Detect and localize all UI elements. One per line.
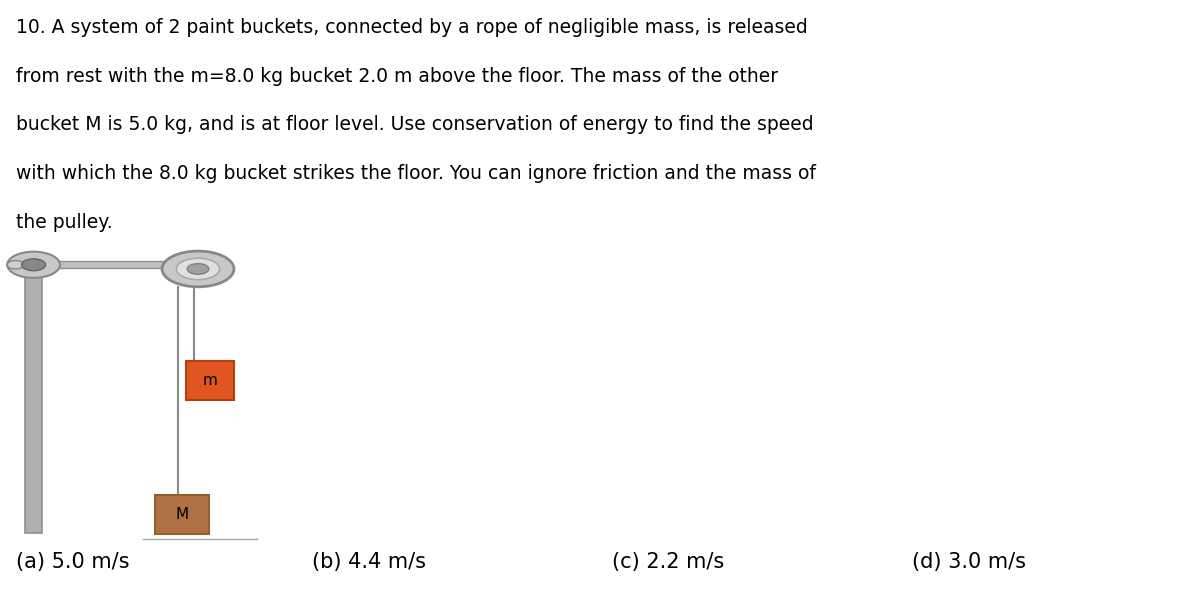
Text: M: M xyxy=(176,507,188,522)
Circle shape xyxy=(22,259,46,271)
FancyBboxPatch shape xyxy=(25,259,42,533)
Text: the pulley.: the pulley. xyxy=(16,213,113,232)
FancyBboxPatch shape xyxy=(156,495,209,534)
Circle shape xyxy=(162,251,234,287)
Text: with which the 8.0 kg bucket strikes the floor. You can ignore friction and the : with which the 8.0 kg bucket strikes the… xyxy=(16,164,816,183)
Text: (b) 4.4 m/s: (b) 4.4 m/s xyxy=(312,552,426,572)
Circle shape xyxy=(176,258,220,280)
Circle shape xyxy=(7,261,24,269)
Text: 10. A system of 2 paint buckets, connected by a rope of negligible mass, is rele: 10. A system of 2 paint buckets, connect… xyxy=(16,18,808,37)
Circle shape xyxy=(7,252,60,278)
Text: (c) 2.2 m/s: (c) 2.2 m/s xyxy=(612,552,725,572)
FancyBboxPatch shape xyxy=(42,261,198,268)
Text: bucket M is 5.0 kg, and is at floor level. Use conservation of energy to find th: bucket M is 5.0 kg, and is at floor leve… xyxy=(16,115,814,134)
Text: (d) 3.0 m/s: (d) 3.0 m/s xyxy=(912,552,1026,572)
Text: m: m xyxy=(203,373,217,389)
Text: from rest with the m=8.0 kg bucket 2.0 m above the floor. The mass of the other: from rest with the m=8.0 kg bucket 2.0 m… xyxy=(16,67,778,86)
FancyBboxPatch shape xyxy=(186,361,234,400)
Text: (a) 5.0 m/s: (a) 5.0 m/s xyxy=(16,552,130,572)
Circle shape xyxy=(187,264,209,274)
